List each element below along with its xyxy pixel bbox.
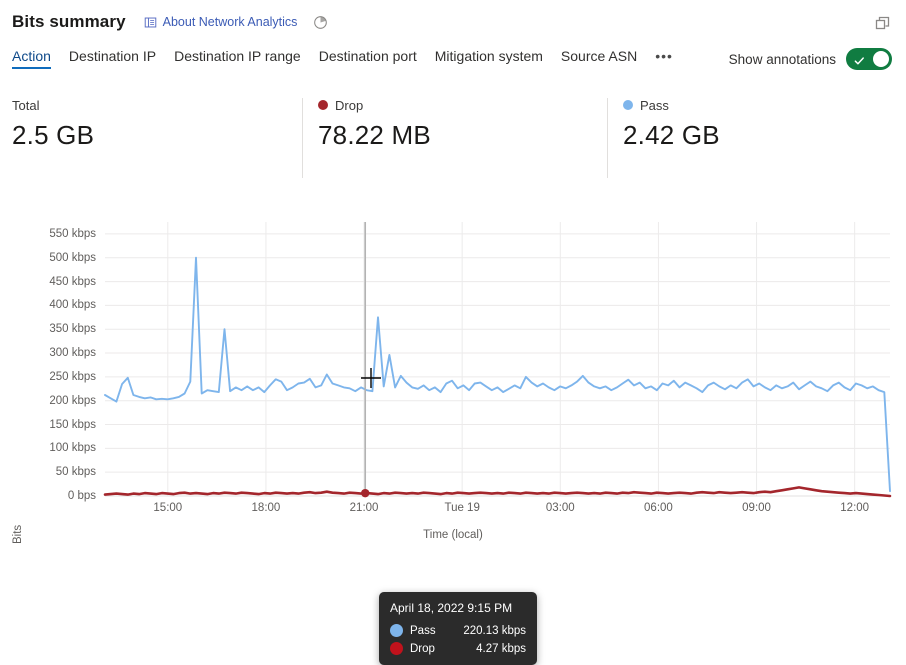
checkmark-icon <box>854 54 865 65</box>
bits-summary-chart[interactable]: Bits 0 bps 50 kbps 100 kbps 150 kbps 200 kbp… <box>0 196 906 665</box>
tooltip-drop-dot-icon <box>390 642 403 655</box>
x-axis-tick-7: 12:00 <box>840 502 870 514</box>
chart-plot-area[interactable] <box>0 196 906 516</box>
tab-list: Action Destination IP Destination IP ran… <box>12 48 673 69</box>
x-axis-tick-5: 06:00 <box>644 502 673 514</box>
x-axis-tick-6: 09:00 <box>742 502 771 514</box>
tooltip-row-pass: Pass 220.13 kbps <box>390 624 526 637</box>
metric-total: Total 2.5 GB <box>12 96 94 151</box>
pass-color-dot-icon <box>623 100 633 110</box>
tooltip-pass-dot-icon <box>390 624 403 637</box>
x-axis-title: Time (local) <box>423 529 483 541</box>
metric-divider-1 <box>302 98 303 178</box>
metric-pass: Pass 2.42 GB <box>623 96 720 151</box>
show-annotations-control: Show annotations <box>729 48 892 70</box>
y-axis-tick-7: 350 kbps <box>49 323 96 336</box>
y-axis-tick-5: 250 kbps <box>49 370 96 383</box>
y-axis-tick-3: 150 kbps <box>49 418 96 431</box>
tab-mitigation-system[interactable]: Mitigation system <box>434 48 543 64</box>
metric-drop-caption: Drop <box>318 96 431 114</box>
series-line-drop <box>103 486 892 498</box>
tooltip-pass-value: 220.13 kbps <box>463 624 526 637</box>
chart-tooltip: April 18, 2022 9:15 PM Pass 220.13 kbps … <box>379 592 537 665</box>
metric-total-label: Total <box>12 97 40 113</box>
tooltip-row-drop: Drop 4.27 kbps <box>390 642 526 655</box>
tooltip-drop-label: Drop <box>410 642 435 655</box>
x-axis-tick-1: 18:00 <box>251 502 281 514</box>
y-axis-tick-4: 200 kbps <box>49 394 96 407</box>
pie-chart-icon[interactable] <box>313 15 328 30</box>
y-axis-tick-8: 400 kbps <box>49 299 96 312</box>
page-title: Bits summary <box>12 12 126 31</box>
tab-overflow-menu-button[interactable]: ••• <box>655 48 673 64</box>
y-axis-tick-2: 100 kbps <box>49 442 96 455</box>
metric-pass-value: 2.42 GB <box>623 120 720 150</box>
tab-bar: Action Destination IP Destination IP ran… <box>0 48 906 82</box>
y-axis-tick-1: 50 kbps <box>55 466 96 479</box>
series-line-pass <box>104 256 891 493</box>
metric-drop-value: 78.22 MB <box>318 120 431 150</box>
metric-pass-caption: Pass <box>623 96 720 114</box>
y-axis-tick-6: 300 kbps <box>49 347 96 360</box>
tab-source-asn[interactable]: Source ASN <box>560 48 638 64</box>
tab-destination-ip-range[interactable]: Destination IP range <box>174 48 301 64</box>
tab-destination-ip[interactable]: Destination IP <box>68 48 157 64</box>
tab-action[interactable]: Action <box>12 48 51 69</box>
tooltip-pass-label: Pass <box>410 624 436 637</box>
tooltip-timestamp: April 18, 2022 9:15 PM <box>390 601 513 615</box>
metric-pass-label: Pass <box>640 97 669 113</box>
hover-marker-dot <box>361 488 370 498</box>
y-axis-tick-9: 450 kbps <box>49 275 96 288</box>
metrics-summary-row: Total 2.5 GB Drop 78.22 MB Pass 2.42 GB <box>0 96 906 180</box>
metric-drop-label: Drop <box>335 97 364 113</box>
y-axis-tick-10: 500 kbps <box>49 251 96 264</box>
metric-total-value: 2.5 GB <box>12 120 95 150</box>
show-annotations-label: Show annotations <box>728 51 836 67</box>
y-axis-tick-11: 550 kbps <box>49 227 96 240</box>
open-in-new-window-button[interactable] <box>870 10 896 36</box>
open-in-new-window-icon <box>875 16 890 30</box>
x-axis-tick-3: Tue 19 <box>444 502 480 514</box>
metric-divider-2 <box>607 98 608 178</box>
metric-drop: Drop 78.22 MB <box>318 96 431 151</box>
x-axis-tick-4: 03:00 <box>545 502 575 514</box>
x-axis-tick-2: 21:00 <box>349 502 379 514</box>
x-axis-tick-0: 15:00 <box>153 502 183 514</box>
show-annotations-toggle[interactable] <box>846 48 892 70</box>
drop-color-dot-icon <box>318 100 328 110</box>
header-bar: Bits summary About Network Analytics <box>0 0 906 44</box>
y-axis-tick-labels: 0 bps 50 kbps 100 kbps 150 kbps 200 kbps 250 … <box>0 196 96 502</box>
metric-total-caption: Total <box>12 96 94 114</box>
about-link-label: About Network Analytics <box>162 15 298 29</box>
tab-destination-port[interactable]: Destination port <box>318 48 417 64</box>
toggle-knob <box>873 51 889 67</box>
book-icon <box>144 16 157 29</box>
y-axis-tick-0: 0 bps <box>67 490 96 502</box>
about-network-analytics-link[interactable]: About Network Analytics <box>144 15 298 29</box>
tooltip-drop-value: 4.27 kbps <box>476 642 526 655</box>
